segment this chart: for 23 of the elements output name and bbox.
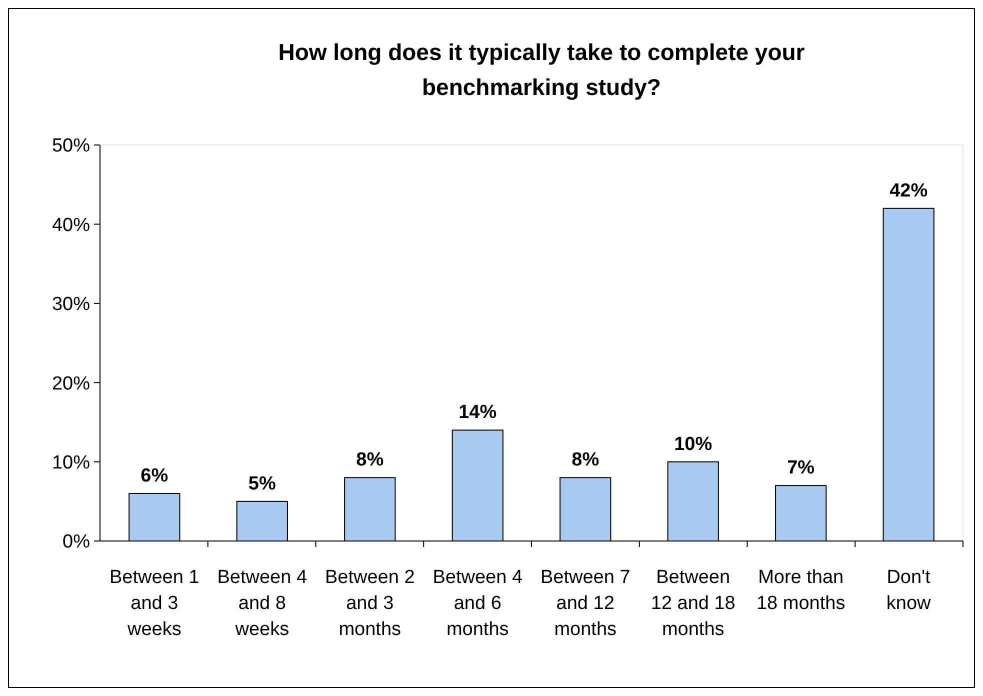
x-tick-label: Between 2 and 3 months [324,567,415,640]
y-tick-label: 20% [52,373,90,394]
x-tick-label: Don't know [886,567,932,614]
data-label: 6% [140,465,168,486]
chart-title: How long does it typically take to complete your benchmarking study? [278,39,805,100]
x-tick-label: Between 4 and 6 months [432,567,523,640]
data-label: 10% [674,434,712,455]
data-label: 5% [248,473,276,494]
data-label: 8% [572,450,600,471]
y-tick-label: 50% [52,136,90,157]
data-label: 8% [356,450,384,471]
x-tick-label: Between 1 and 3 weeks [110,567,200,640]
y-tick-label: 40% [52,214,90,236]
data-label: 42% [890,180,928,202]
x-tick-label: Between 12 and 18 months [650,567,736,640]
y-tick-label: 30% [52,294,90,316]
x-tick-label: Between 7 and 12 months [540,567,630,640]
data-label: 7% [787,458,815,479]
y-tick-label: 10% [52,452,90,474]
y-tick-label: 0% [62,532,90,553]
data-label: 14% [458,402,497,424]
x-tick-label: More than 18 months [756,567,846,614]
x-tick-label: Between 4 and 8 weeks [217,567,308,640]
